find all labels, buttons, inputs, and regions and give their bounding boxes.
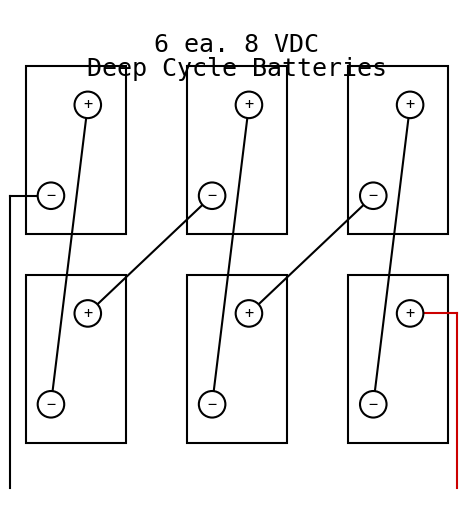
- Circle shape: [37, 182, 64, 209]
- Text: −: −: [208, 188, 217, 203]
- Bar: [348, 66, 448, 234]
- Bar: [26, 66, 126, 234]
- Circle shape: [199, 182, 226, 209]
- Circle shape: [74, 92, 101, 118]
- Text: 6 ea. 8 VDC: 6 ea. 8 VDC: [155, 33, 319, 57]
- Bar: [187, 275, 287, 443]
- Circle shape: [397, 300, 423, 327]
- Bar: [187, 66, 287, 234]
- Circle shape: [236, 92, 262, 118]
- Circle shape: [397, 92, 423, 118]
- Text: Deep Cycle Batteries: Deep Cycle Batteries: [87, 57, 387, 81]
- Circle shape: [74, 300, 101, 327]
- Text: −: −: [46, 397, 55, 412]
- Circle shape: [360, 182, 386, 209]
- Circle shape: [236, 300, 262, 327]
- Bar: [26, 275, 126, 443]
- Text: −: −: [46, 188, 55, 203]
- Text: +: +: [245, 306, 254, 321]
- Text: +: +: [83, 97, 92, 113]
- Text: −: −: [369, 397, 378, 412]
- Circle shape: [37, 391, 64, 417]
- Text: +: +: [245, 97, 254, 113]
- Text: −: −: [369, 188, 378, 203]
- Circle shape: [360, 391, 386, 417]
- Text: +: +: [406, 306, 415, 321]
- Text: +: +: [406, 97, 415, 113]
- Circle shape: [199, 391, 226, 417]
- Bar: [348, 275, 448, 443]
- Text: +: +: [83, 306, 92, 321]
- Text: −: −: [208, 397, 217, 412]
